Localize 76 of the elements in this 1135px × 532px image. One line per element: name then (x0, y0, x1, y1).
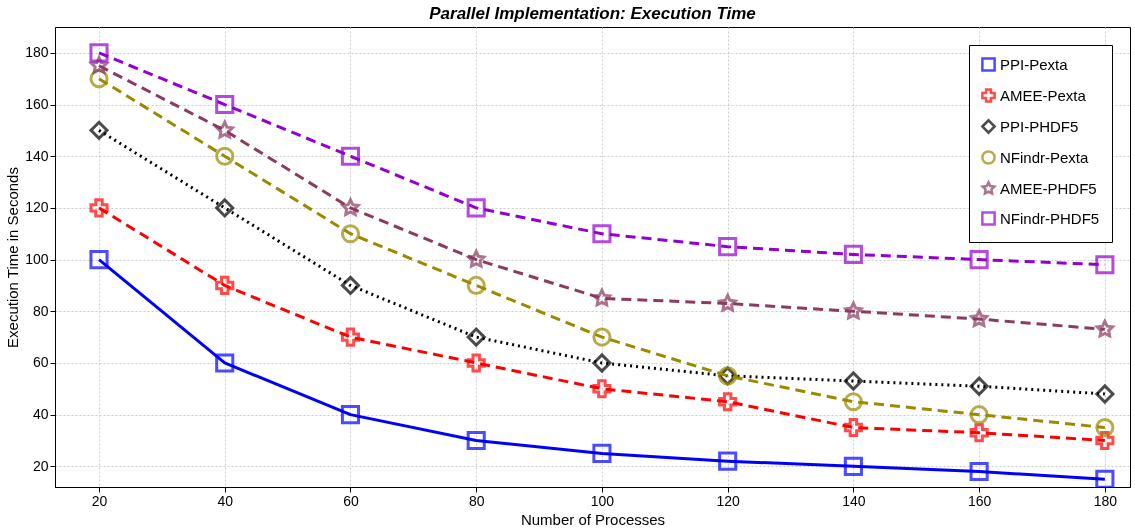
x-tick-label: 60 (343, 492, 359, 509)
legend-label: PPI-PHDF5 (1000, 117, 1079, 135)
point (340, 275, 361, 295)
x-tick-label: 120 (716, 492, 741, 509)
x-tick-label: 100 (590, 492, 615, 509)
y-tick-label: 80 (32, 302, 49, 319)
y-tick-label: 20 (32, 457, 49, 474)
point (466, 353, 486, 373)
y-tick-label: 40 (32, 406, 49, 423)
point (592, 443, 612, 463)
point (1095, 319, 1115, 338)
x-tick-label: 140 (842, 492, 866, 509)
point (592, 327, 612, 347)
legend-label: NFindr-Pexta (1000, 148, 1090, 166)
point (718, 451, 738, 471)
x-tick-label: 40 (217, 492, 234, 509)
point (466, 198, 486, 218)
y-tick-label: 120 (25, 199, 49, 216)
point (969, 461, 989, 482)
point (844, 301, 863, 320)
y-tick-label: 140 (25, 147, 49, 164)
point (1095, 418, 1115, 438)
x-tick-label: 20 (91, 492, 108, 509)
point (969, 423, 989, 443)
point (843, 418, 863, 438)
point (215, 198, 235, 218)
chart-title: Parallel Implementation: Execution Time (429, 4, 756, 23)
point (466, 327, 486, 347)
point (340, 327, 361, 347)
legend-label: PPI-Pexta (1000, 55, 1069, 73)
point (592, 288, 612, 307)
point (718, 392, 738, 412)
point (718, 237, 738, 257)
point (843, 371, 863, 391)
point (843, 392, 863, 412)
point (340, 146, 361, 166)
legend-label: AMEE-Pexta (1000, 86, 1087, 104)
point (969, 250, 989, 270)
x-axis-title: Number of Processes (520, 510, 666, 528)
y-tick-label: 100 (25, 251, 49, 268)
point (843, 456, 863, 476)
point (1095, 255, 1115, 275)
point (466, 430, 486, 451)
point (340, 405, 361, 425)
x-tick-label: 160 (967, 492, 992, 509)
point (89, 250, 109, 270)
point (340, 224, 361, 244)
y-tick-label: 60 (32, 354, 49, 371)
point (466, 275, 486, 295)
point (215, 120, 234, 139)
point (215, 275, 235, 295)
point (89, 198, 109, 218)
point (215, 146, 235, 166)
point (341, 198, 360, 216)
point (592, 379, 612, 399)
y-tick-label: 160 (25, 96, 49, 113)
point (467, 250, 486, 268)
point (843, 244, 863, 264)
point (1095, 384, 1115, 404)
legend-label: AMEE-PHDF5 (1000, 179, 1097, 197)
point (89, 120, 109, 140)
x-tick-label: 180 (1093, 492, 1118, 509)
x-tick-label: 80 (468, 492, 485, 509)
point (969, 405, 989, 425)
point (215, 94, 235, 115)
point (969, 309, 989, 328)
point (592, 224, 612, 244)
point (215, 353, 235, 373)
point (89, 43, 109, 63)
y-axis-title: Execution Time in Seconds (4, 167, 22, 348)
point (969, 376, 989, 396)
point (592, 353, 612, 373)
point (1095, 469, 1115, 487)
point (718, 293, 737, 312)
y-tick-label: 180 (25, 44, 49, 61)
legend-label: NFindr-PHDF5 (1000, 209, 1100, 227)
